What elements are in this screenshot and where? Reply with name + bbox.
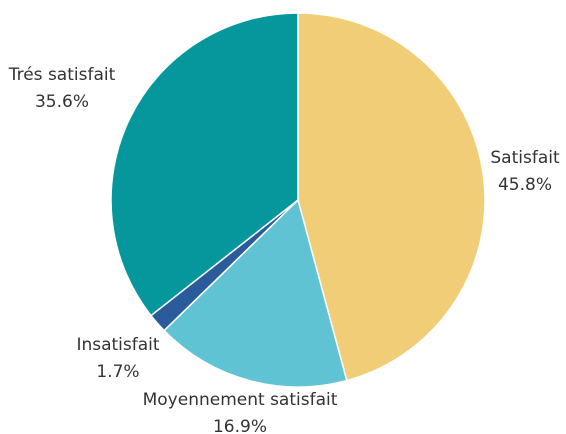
- slice-label: Moyennement satisfait: [143, 390, 338, 410]
- slice-value-label: 45.8%: [498, 175, 552, 195]
- pie-slice: [163, 198, 348, 388]
- slice-value-label: 16.9%: [213, 417, 267, 434]
- slice-value-label: 35.6%: [35, 92, 89, 112]
- slice-label: Trés satisfait: [8, 65, 116, 85]
- slice-value-label: 1.7%: [96, 362, 139, 382]
- slice-label: Satisfait: [490, 148, 560, 168]
- pie-slice: [110, 12, 299, 317]
- pie-slice: [297, 12, 486, 382]
- slice-label: Insatisfait: [76, 335, 159, 355]
